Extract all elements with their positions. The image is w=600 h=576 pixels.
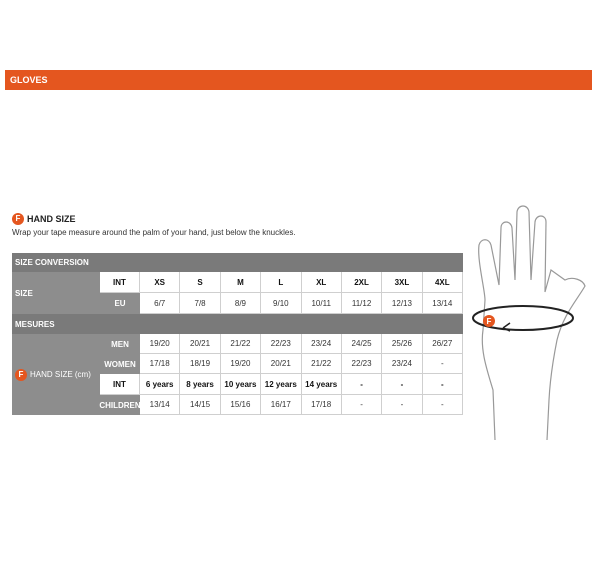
row-group-label: F HAND SIZE (cm) [12, 334, 100, 415]
table-cell: 23/24 [301, 334, 342, 354]
header-bar: GLOVES [5, 70, 592, 90]
section-header: SIZE CONVERSION [12, 253, 463, 272]
table-cell: XL [301, 272, 342, 293]
table-cell: - [422, 354, 463, 374]
table-cell: 7/8 [180, 293, 221, 314]
table-cell: 21/22 [220, 334, 262, 354]
table-cell: 24/25 [341, 334, 383, 354]
row-group-label: SIZE [12, 272, 100, 314]
row-label: INT [100, 374, 140, 395]
section-title: HAND SIZE [27, 214, 76, 224]
table-cell: 12/13 [382, 293, 423, 314]
table-cell: 13/14 [422, 293, 463, 314]
group-label: SIZE [15, 288, 33, 298]
table-cell: 17/18 [301, 395, 342, 415]
table-cell: 15/16 [220, 395, 262, 415]
table-cell: - [341, 395, 383, 415]
table-cell: 13/14 [140, 395, 181, 415]
table-cell: 6/7 [140, 293, 181, 314]
table-cell: 8 years [180, 374, 221, 395]
hand-illustration: F [472, 205, 586, 441]
table-cell: 25/26 [382, 334, 423, 354]
table-cell: - [341, 374, 383, 395]
table-cell: 4XL [422, 272, 463, 293]
group-label: HAND SIZE (cm) [30, 370, 91, 379]
table-cell: 21/22 [301, 354, 342, 374]
table-cell: S [180, 272, 221, 293]
table-cell: 20/21 [261, 354, 302, 374]
row-label: WOMEN [100, 354, 140, 374]
row-label: CHILDREN [99, 395, 141, 415]
table-cell: M [220, 272, 262, 293]
row-label: EU [100, 293, 140, 314]
brand-icon: F [15, 368, 27, 381]
table-cell: 26/27 [422, 334, 463, 354]
table-cell: 9/10 [261, 293, 302, 314]
table-cell: XS [140, 272, 181, 293]
table-cell: 20/21 [180, 334, 221, 354]
table-cell: 19/20 [220, 354, 262, 374]
section-header: MESURES [12, 314, 463, 334]
table-cell: 11/12 [341, 293, 383, 314]
table-cell: - [382, 374, 423, 395]
table-cell: 18/19 [180, 354, 221, 374]
table-cell: 16/17 [261, 395, 302, 415]
brand-icon: F [12, 213, 24, 225]
table-cell: 2XL [341, 272, 383, 293]
table-cell: - [422, 374, 463, 395]
instruction: Wrap your tape measure around the palm o… [12, 228, 296, 237]
table-cell: 3XL [382, 272, 423, 293]
table-cell: 10 years [220, 374, 262, 395]
table-cell: 14/15 [180, 395, 221, 415]
brand-icon: F [487, 317, 492, 326]
row-label: MEN [100, 334, 140, 354]
table-cell: 22/23 [261, 334, 302, 354]
table-cell: 14 years [301, 374, 342, 395]
table-cell: 19/20 [140, 334, 181, 354]
table-cell: 10/11 [301, 293, 342, 314]
table-cell: 6 years [140, 374, 181, 395]
table-cell: 17/18 [140, 354, 181, 374]
table-cell: - [382, 395, 423, 415]
table-cell: - [422, 395, 463, 415]
table-cell: L [261, 272, 302, 293]
table-cell: 23/24 [382, 354, 423, 374]
table-cell: 8/9 [220, 293, 262, 314]
row-label: INT [100, 272, 140, 293]
table-cell: 12 years [261, 374, 302, 395]
table-cell: 22/23 [341, 354, 383, 374]
